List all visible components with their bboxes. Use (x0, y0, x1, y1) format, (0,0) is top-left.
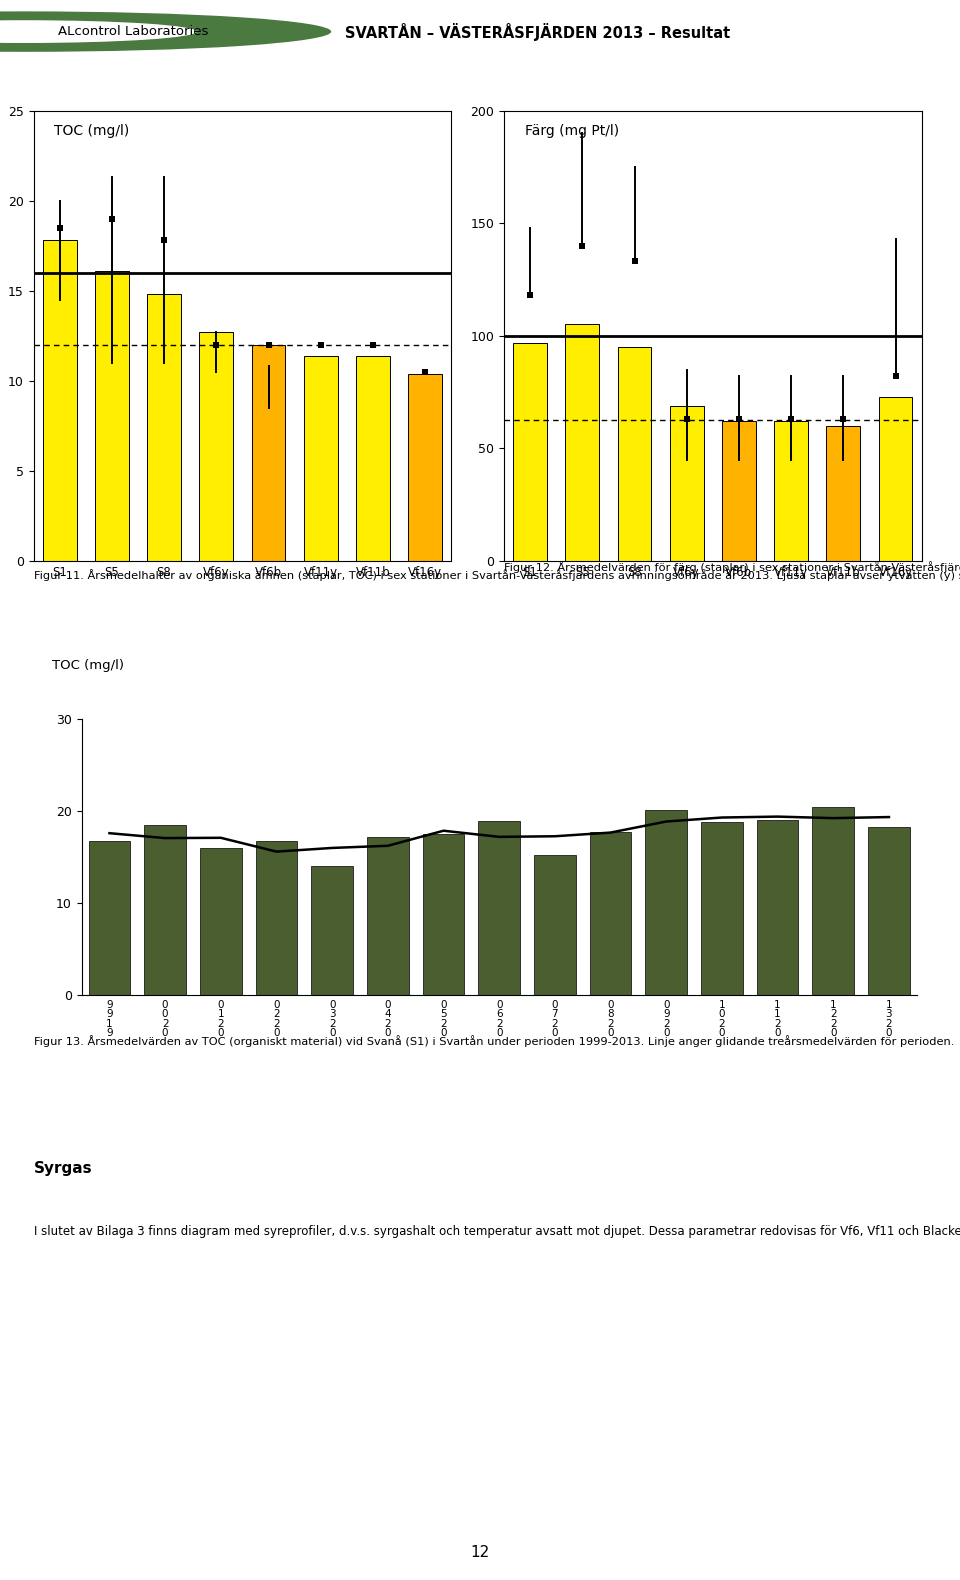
Text: Syrgas: Syrgas (34, 1161, 92, 1176)
Text: Figur 11. Årsmedelhalter av organiska ämnen (staplar, TOC) i sex stationer i Sva: Figur 11. Årsmedelhalter av organiska äm… (34, 569, 960, 581)
Bar (311, 866, 353, 995)
Bar (868, 826, 910, 995)
Text: SVARTÅN – VÄSTERÅSFJÄRDEN 2013 – Resultat: SVARTÅN – VÄSTERÅSFJÄRDEN 2013 – Resulta… (345, 22, 731, 41)
Bar (303, 356, 338, 561)
Bar (565, 324, 599, 561)
Circle shape (0, 11, 331, 52)
Bar (367, 837, 409, 995)
Bar (200, 332, 233, 561)
Bar (534, 855, 576, 995)
Text: Figur 12. Årsmedelvärden för färg (staplar) i sex stationer i Svartån-Västeråsfj: Figur 12. Årsmedelvärden för färg (stapl… (504, 561, 960, 574)
Circle shape (0, 21, 197, 43)
Bar (514, 343, 547, 561)
Bar (422, 834, 465, 995)
Text: Färg (mg Pt/l): Färg (mg Pt/l) (525, 125, 619, 137)
Bar (645, 811, 687, 995)
Text: 12: 12 (470, 1545, 490, 1559)
Bar (408, 373, 442, 561)
Bar (356, 356, 390, 561)
Bar (670, 406, 704, 561)
Bar (722, 422, 756, 561)
Bar (144, 825, 186, 995)
Bar (617, 348, 652, 561)
Bar (200, 848, 242, 995)
Text: TOC (mg/l): TOC (mg/l) (52, 659, 124, 672)
Bar (478, 822, 520, 995)
Bar (812, 807, 854, 995)
Bar (701, 822, 743, 995)
Text: Figur 13. Årsmedelvärden av TOC (organiskt material) vid Svanå (S1) i Svartån un: Figur 13. Årsmedelvärden av TOC (organis… (34, 1035, 954, 1048)
Bar (147, 294, 181, 561)
Bar (255, 841, 298, 995)
Bar (878, 397, 912, 561)
Bar (88, 842, 131, 995)
Bar (589, 833, 632, 995)
Text: ALcontrol Laboratories: ALcontrol Laboratories (58, 25, 208, 38)
Bar (95, 270, 129, 561)
Text: I slutet av Bilaga 3 finns diagram med syreprofiler, d.v.s. syrgashalt och tempe: I slutet av Bilaga 3 finns diagram med s… (34, 1224, 960, 1239)
Bar (43, 240, 77, 561)
Bar (827, 425, 860, 561)
Bar (774, 422, 808, 561)
Bar (252, 344, 285, 561)
Bar (756, 820, 799, 995)
Text: TOC (mg/l): TOC (mg/l) (55, 125, 130, 137)
